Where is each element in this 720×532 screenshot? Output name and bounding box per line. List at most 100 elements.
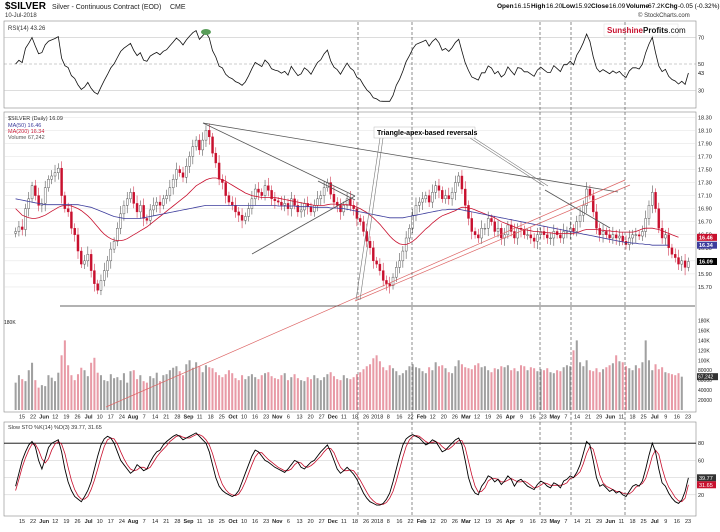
volume-bar (60, 355, 63, 410)
candle-body (129, 192, 132, 200)
price-tick-label: 18.10 (698, 128, 712, 134)
candle-body (654, 192, 657, 209)
x-axis-label: May (549, 415, 561, 421)
volume-bar (31, 362, 34, 410)
logo-part2: Profits (643, 26, 669, 35)
candle-body (63, 195, 67, 209)
volume-bar (444, 368, 447, 410)
candle-body (221, 179, 224, 183)
volume-bar (273, 378, 276, 410)
candle-body (66, 208, 70, 213)
x-axis-label: Sep (183, 519, 194, 525)
candle-body (83, 260, 86, 265)
candle-body (401, 250, 405, 262)
x-axis-label: 12 (474, 415, 480, 421)
volume-bar (533, 368, 536, 410)
volume-bar (306, 377, 309, 410)
trend-lines (60, 122, 695, 408)
candle-body (496, 228, 500, 232)
stoch-tick-label: 80 (698, 441, 704, 447)
volume-bar (418, 368, 421, 410)
candle-body (683, 260, 687, 268)
x-axis-label: 18 (629, 415, 635, 421)
x-axis-label: 11 (341, 415, 347, 421)
rsi-line (15, 29, 689, 102)
candle-body (516, 228, 519, 239)
price-tick-label: 17.50 (698, 167, 712, 173)
volume-bar (516, 371, 519, 410)
volume-bar (388, 365, 391, 410)
x-axis-label: Dec (328, 415, 338, 421)
volume-bar (326, 374, 329, 410)
low-value: 15.92 (575, 3, 592, 10)
chg-value: -0.05 (-0.32%) (678, 3, 720, 10)
volume-bar (126, 382, 129, 410)
volume-bar (231, 373, 234, 410)
candle-body (349, 198, 352, 206)
candle-body (14, 231, 17, 234)
symbol-description: Silver - Continuous Contract (EOD) (52, 4, 161, 11)
candle-body (687, 261, 690, 268)
volume-bar (152, 378, 155, 410)
volume-bar (300, 380, 303, 410)
volume-bar (34, 380, 37, 410)
candle-body (125, 198, 129, 206)
volume-bar (142, 381, 145, 410)
candle-body (542, 231, 546, 235)
volume-tick-label: 180K (698, 318, 710, 324)
candle-body (112, 241, 116, 250)
volume-bar (83, 370, 86, 410)
volume-bar (657, 369, 660, 410)
candle-body (591, 195, 595, 213)
x-axis-label: Aug (128, 415, 139, 421)
x-axis-label: 16 (252, 415, 258, 421)
volume-tick-label: 100K (698, 358, 710, 364)
candle-body (162, 198, 165, 206)
volume-bar (378, 361, 381, 410)
volume-bar (109, 374, 112, 410)
volume-bar (510, 370, 513, 410)
volume-bar (27, 370, 30, 410)
volume-bar (204, 365, 207, 410)
last-value-tag (697, 233, 717, 241)
volume-bar (149, 376, 152, 410)
volume-bar (592, 371, 595, 410)
candle-body (103, 270, 106, 281)
candle-body (109, 248, 113, 262)
candle-body (244, 216, 247, 221)
volume-bar (392, 368, 395, 410)
candle-body (116, 228, 119, 242)
x-axis-label: 9 (664, 415, 667, 421)
candle-body (434, 185, 437, 193)
volume-bar (602, 369, 605, 410)
x-axis-label: Dec (328, 519, 338, 525)
volume-bar (477, 363, 480, 410)
candle-body (358, 218, 362, 222)
x-axis-label: 12 (430, 519, 436, 525)
x-axis-label: 6 (287, 519, 290, 525)
x-axis-label: 8 (387, 519, 390, 525)
price-tick-label: 18.30 (698, 115, 712, 121)
volume-bar (50, 377, 53, 410)
candle-body (201, 139, 204, 151)
candle-body (263, 185, 267, 196)
volume-bar (178, 371, 181, 410)
price-panel: $SILVER (Daily) 16.09 MA(50) 16.46 MA(20… (3, 111, 718, 413)
last-value-label: 16.09 (699, 259, 713, 265)
x-axis-label: 16 (396, 519, 402, 525)
x-axis-label: 23 (541, 415, 547, 421)
volume-bar (355, 374, 358, 410)
candle-body (20, 226, 24, 230)
candle-body (145, 218, 149, 221)
volume-bar (569, 366, 572, 410)
candle-body (296, 205, 300, 213)
volume-bar (624, 366, 628, 410)
volume-bar (362, 369, 365, 410)
price-tick-label: 17.90 (698, 141, 712, 147)
volume-bar (132, 370, 135, 410)
x-axis-label: 17 (108, 415, 114, 421)
chg-label: Chg (665, 3, 678, 10)
volume-bar (411, 364, 414, 410)
candle-body (601, 231, 605, 235)
price-tick-label: 17.30 (698, 181, 712, 187)
